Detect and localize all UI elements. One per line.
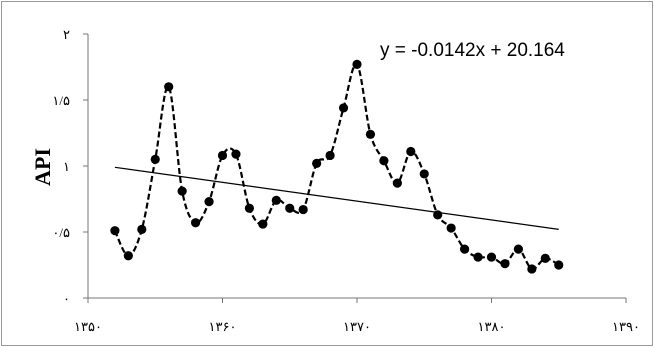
data-point [379, 156, 389, 166]
data-point [137, 224, 147, 234]
data-point [312, 158, 322, 168]
data-point [540, 253, 550, 263]
ticks: ۰ ۰/۵ ۱ ۱/۵ ۲ ۱۳۵۰ ۱۳۶۰ ۱۳۷۰ ۱۳۸۰ ۱۳۹۰ [52, 27, 640, 334]
data-point [258, 219, 268, 229]
data-point [177, 186, 187, 196]
data-point [433, 210, 443, 220]
y-tick-label: ۱/۵ [52, 93, 70, 108]
trendline [114, 166, 559, 230]
data-point [204, 197, 214, 207]
y-tick-label: ۰/۵ [52, 225, 70, 240]
data-point [513, 244, 523, 254]
data-point [217, 150, 228, 161]
x-tick-label: ۱۳۵۰ [74, 319, 102, 334]
data-point [244, 203, 254, 213]
x-tick-label: ۱۳۶۰ [209, 319, 237, 334]
data-point [191, 218, 201, 228]
trendline-equation: y = -0.0142x + 20.164 [380, 40, 565, 61]
y-tick-label: ۲ [63, 27, 70, 42]
trendline-line [114, 166, 559, 230]
data-point [554, 260, 564, 270]
data-point [285, 203, 295, 213]
data-point [419, 169, 429, 179]
data-point [338, 103, 349, 113]
data-point [460, 244, 470, 254]
data-point [110, 226, 120, 236]
x-tick-label: ۱۳۸۰ [478, 319, 506, 334]
data-point [446, 223, 456, 233]
data-point [231, 149, 241, 159]
data-point [365, 129, 376, 139]
data-point [298, 204, 308, 215]
y-axis-title: API [30, 148, 55, 186]
data-point [123, 251, 133, 261]
x-tick-label: ۱۳۹۰ [612, 319, 640, 334]
data-point [325, 150, 335, 161]
data-point [406, 146, 416, 157]
x-tick-label: ۱۳۷۰ [343, 319, 371, 334]
data-point [486, 252, 497, 262]
series-line [113, 63, 560, 271]
data-point [500, 259, 510, 269]
y-tick-label: ۰ [63, 291, 70, 306]
data-point [271, 195, 281, 205]
data-point [527, 264, 537, 274]
data-point [392, 178, 402, 188]
series [110, 59, 564, 274]
y-tick-label: ۱ [63, 159, 70, 174]
data-point [164, 82, 174, 92]
data-point [352, 59, 362, 69]
data-point [473, 252, 483, 262]
data-point [150, 154, 160, 164]
